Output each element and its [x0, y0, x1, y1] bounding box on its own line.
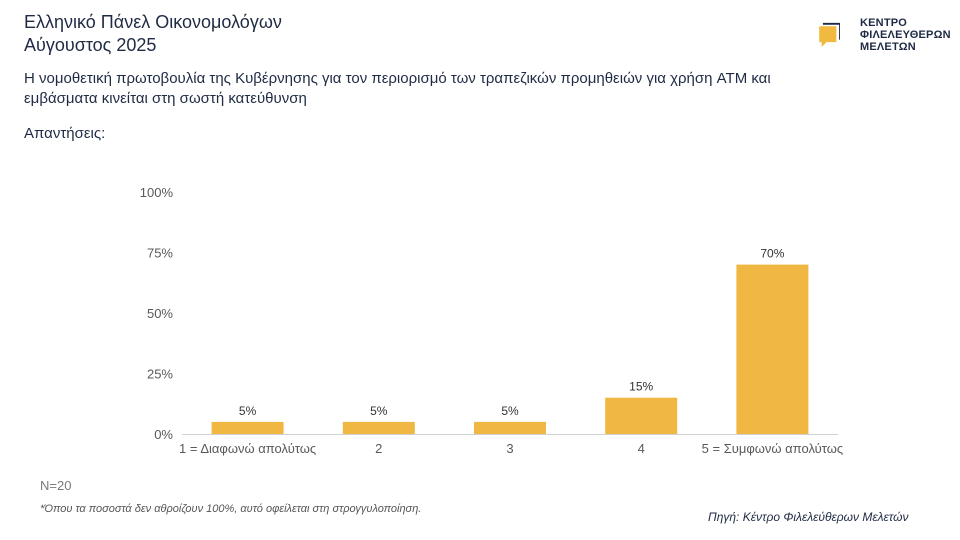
logo-line-1: ΚΕΝΤΡΟ: [860, 17, 908, 29]
kefim-logo-mark-icon: [819, 22, 840, 47]
y-tick-label: 75%: [147, 246, 173, 261]
data-label: 5%: [370, 404, 388, 418]
rounding-footnote: *Όπου τα ποσοστά δεν αθροίζουν 100%, αυτ…: [40, 503, 422, 515]
sample-size: N=20: [40, 478, 72, 493]
bar: [736, 264, 809, 434]
question-line-1: Η νομοθετική πρωτοβουλία της Κυβέρνησης …: [24, 70, 771, 87]
x-tick-label: 5 = Συμφωνώ απολύτως: [702, 441, 843, 456]
header-title: Ελληνικό Πάνελ Οικονομολόγων Αύγουστος 2…: [24, 11, 282, 57]
bar: [342, 421, 415, 434]
data-label: 15%: [629, 380, 653, 394]
logo-line-3: ΜΕΛΕΤΩΝ: [860, 41, 916, 53]
bar: [474, 421, 546, 434]
data-label: 5%: [239, 404, 257, 418]
answers-label: Απαντήσεις:: [24, 125, 106, 142]
data-label: 70%: [760, 247, 784, 261]
data-label: 5%: [501, 404, 519, 418]
question-text: Η νομοθετική πρωτοβουλία της Κυβέρνησης …: [24, 69, 924, 109]
x-tick-label: 2: [375, 441, 382, 456]
question-line-2: εμβάσματα κινείται στη σωστή κατεύθυνση: [24, 90, 307, 107]
y-tick-label: 100%: [140, 185, 174, 200]
logo-line-2: ΦΙΛΕΛΕΥΘΕΡΩΝ: [860, 29, 951, 41]
x-tick-label: 3: [506, 441, 513, 456]
panel-date: Αύγουστος 2025: [24, 35, 157, 55]
y-tick-label: 0%: [154, 427, 173, 442]
x-tick-label: 1 = Διαφωνώ απολύτως: [179, 441, 316, 456]
source-note: Πηγή: Κέντρο Φιλελεύθερων Μελετών: [708, 510, 909, 524]
y-tick-label: 25%: [147, 367, 173, 382]
logo-text: ΚΕΝΤΡΟ ΦΙΛΕΛΕΥΘΕΡΩΝ ΜΕΛΕΤΩΝ: [860, 17, 951, 53]
bar: [605, 397, 678, 434]
y-tick-label: 50%: [147, 306, 173, 321]
bar: [211, 421, 284, 434]
panel-title: Ελληνικό Πάνελ Οικονομολόγων: [24, 12, 282, 32]
x-tick-label: 4: [638, 441, 645, 456]
kefim-logo: ΚΕΝΤΡΟ ΦΙΛΕΛΕΥΘΕΡΩΝ ΜΕΛΕΤΩΝ: [818, 14, 951, 58]
